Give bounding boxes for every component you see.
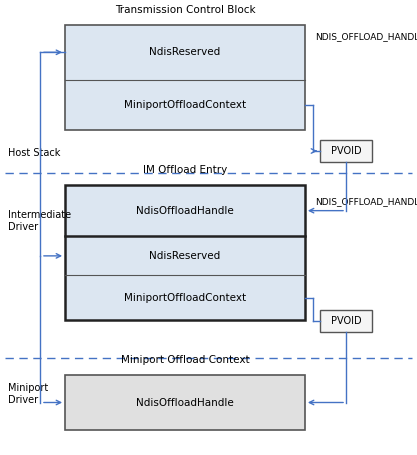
Text: MiniportOffloadContext: MiniportOffloadContext — [124, 293, 246, 303]
Text: Intermediate
Driver: Intermediate Driver — [8, 210, 71, 232]
Text: NdisReserved: NdisReserved — [149, 47, 221, 57]
Text: NDIS_OFFLOAD_HANDLE: NDIS_OFFLOAD_HANDLE — [315, 32, 417, 41]
Text: NdisOffloadHandle: NdisOffloadHandle — [136, 206, 234, 216]
Text: Host Stack: Host Stack — [8, 148, 60, 158]
Bar — [65, 185, 305, 320]
Text: PVOID: PVOID — [331, 146, 361, 156]
Text: NdisReserved: NdisReserved — [149, 251, 221, 261]
Text: Miniport Offload Context: Miniport Offload Context — [121, 355, 249, 365]
Bar — [320, 140, 372, 162]
Bar — [320, 310, 372, 332]
Text: MiniportOffloadContext: MiniportOffloadContext — [124, 100, 246, 110]
Text: Transmission Control Block: Transmission Control Block — [115, 5, 255, 15]
Text: Miniport
Driver: Miniport Driver — [8, 383, 48, 404]
Text: NdisOffloadHandle: NdisOffloadHandle — [136, 398, 234, 408]
Text: PVOID: PVOID — [331, 316, 361, 326]
Text: NDIS_OFFLOAD_HANDLE: NDIS_OFFLOAD_HANDLE — [315, 197, 417, 206]
Bar — [65, 375, 305, 430]
Text: IM Offload Entry: IM Offload Entry — [143, 165, 227, 175]
Bar — [65, 25, 305, 130]
